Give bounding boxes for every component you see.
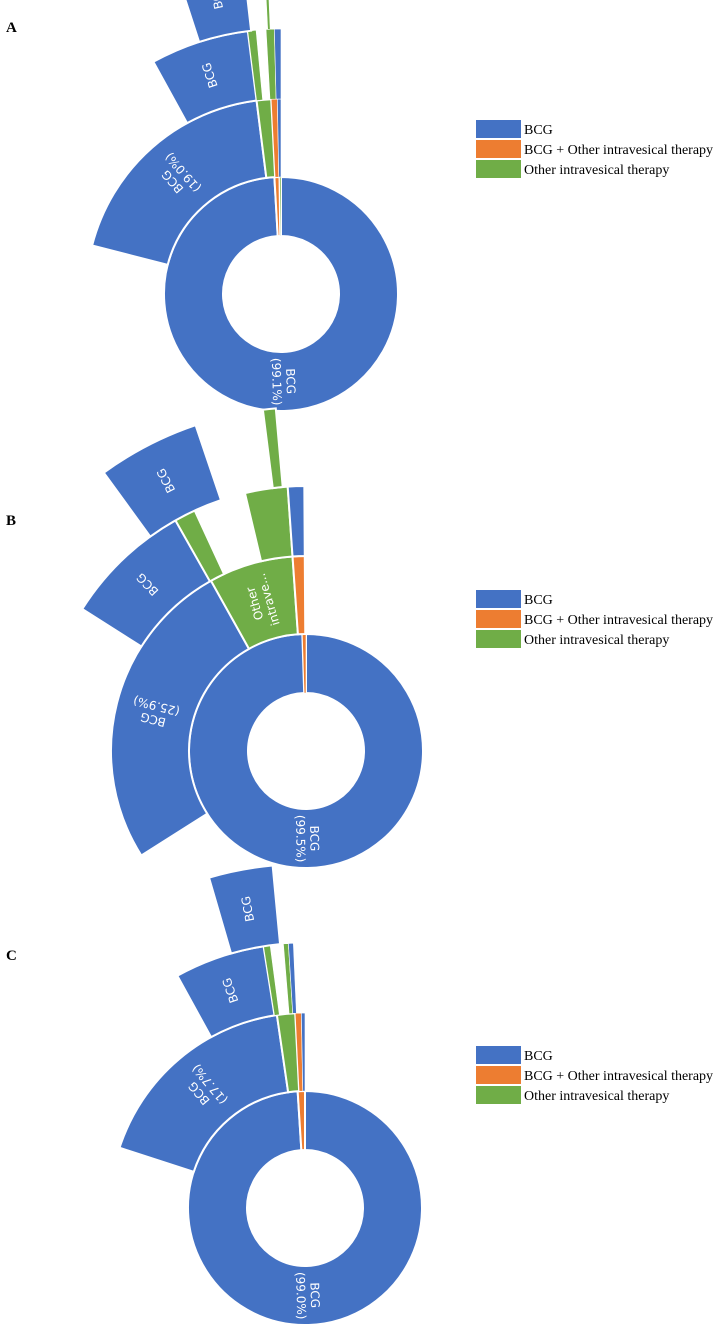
segment-bcg-ring3[interactable] xyxy=(274,28,282,100)
legend: BCG BCG + Other intravesical therapy Other… xyxy=(476,120,713,178)
legend-label: Other intravesical therapy xyxy=(524,163,669,178)
legend-swatch xyxy=(476,1086,521,1104)
legend: BCG BCG + Other intravesical therapy Other… xyxy=(476,590,713,648)
legend-label: BCG + Other intravesical therapy xyxy=(524,143,713,158)
segment-label: BCG xyxy=(207,0,226,10)
segment-bcg-ring4[interactable] xyxy=(207,864,282,955)
legend-label: BCG xyxy=(524,593,553,608)
legend-label: BCG + Other intravesical therapy xyxy=(524,613,713,628)
legend-label: BCG + Other intravesical therapy xyxy=(524,1069,713,1084)
segment-bcg-ring4[interactable] xyxy=(102,423,223,539)
legend-swatch xyxy=(476,120,521,138)
segment-other-intravesical-therapy-ring4[interactable] xyxy=(261,407,284,490)
segment-other-intravesical-therapy-ring4[interactable] xyxy=(264,0,271,30)
legend-swatch xyxy=(476,140,521,158)
legend: BCG BCG + Other intravesical therapy Other… xyxy=(476,1046,713,1104)
segment-bcg-ring4[interactable] xyxy=(175,0,253,44)
segment-bcg-ring3[interactable] xyxy=(288,942,297,1014)
segment-label: BCG xyxy=(239,895,258,923)
segment-label: BCG(99.1%) xyxy=(269,357,298,405)
legend-swatch xyxy=(476,160,521,178)
legend-label: Other intravesical therapy xyxy=(524,1089,669,1104)
segment-other-intravesical-therapy-ring3[interactable] xyxy=(243,485,294,563)
panel-letter: C xyxy=(6,948,17,964)
segment-bcg-ring3[interactable] xyxy=(286,484,306,558)
legend-label: Other intravesical therapy xyxy=(524,633,669,648)
legend-swatch xyxy=(476,610,521,628)
legend-label: BCG xyxy=(524,123,553,138)
legend-label: BCG xyxy=(524,1049,553,1064)
panel-letter: A xyxy=(6,20,17,36)
segment-bcg-ring2[interactable] xyxy=(301,1012,306,1092)
legend-swatch xyxy=(476,1066,521,1084)
legend-swatch xyxy=(476,630,521,648)
legend-swatch xyxy=(476,590,521,608)
panel-letter: B xyxy=(6,513,16,529)
segment-label: BCG(99.5%) xyxy=(293,815,322,863)
legend-swatch xyxy=(476,1046,521,1064)
segment-label: BCG(99.0%) xyxy=(293,1271,322,1319)
panel-b: BBCG(99.5%)BCG(25.9%)Otherintrave...BCGB… xyxy=(6,407,713,869)
